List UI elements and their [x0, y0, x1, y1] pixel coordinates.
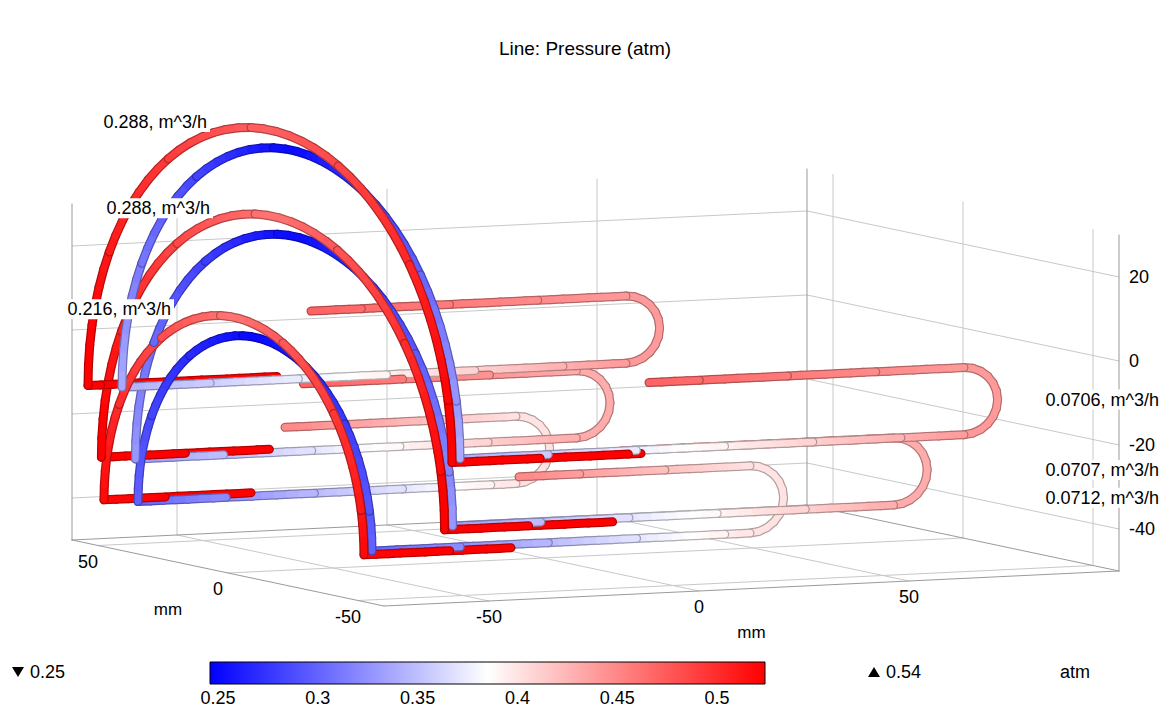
- svg-text:0.288, m^3/h: 0.288, m^3/h: [103, 112, 207, 132]
- svg-text:0.4: 0.4: [505, 688, 530, 708]
- svg-text:0: 0: [1129, 351, 1139, 371]
- svg-text:-50: -50: [476, 607, 502, 627]
- svg-text:0.288, m^3/h: 0.288, m^3/h: [106, 198, 210, 218]
- svg-text:0.35: 0.35: [400, 688, 435, 708]
- svg-text:-40: -40: [1129, 519, 1155, 539]
- svg-text:0.45: 0.45: [600, 688, 635, 708]
- svg-text:-50: -50: [335, 607, 361, 627]
- svg-text:50: 50: [78, 552, 98, 572]
- svg-text:50: 50: [899, 587, 919, 607]
- svg-text:0.25: 0.25: [30, 662, 65, 682]
- svg-text:0.25: 0.25: [200, 688, 235, 708]
- svg-text:Line: Pressure (atm): Line: Pressure (atm): [499, 38, 671, 59]
- svg-text:0.3: 0.3: [305, 688, 330, 708]
- svg-text:atm: atm: [1060, 662, 1090, 682]
- svg-text:0: 0: [213, 579, 223, 599]
- svg-text:-20: -20: [1129, 435, 1155, 455]
- svg-text:0.5: 0.5: [705, 688, 730, 708]
- svg-text:20: 20: [1129, 267, 1149, 287]
- svg-text:mm: mm: [154, 600, 182, 619]
- svg-text:0.54: 0.54: [886, 662, 921, 682]
- svg-text:mm: mm: [737, 623, 765, 642]
- svg-text:0.0707, m^3/h: 0.0707, m^3/h: [1045, 460, 1159, 480]
- svg-text:0.0712, m^3/h: 0.0712, m^3/h: [1045, 488, 1159, 508]
- svg-text:0.0706, m^3/h: 0.0706, m^3/h: [1045, 390, 1159, 410]
- svg-text:0.216, m^3/h: 0.216, m^3/h: [67, 299, 171, 319]
- svg-text:0: 0: [694, 597, 704, 617]
